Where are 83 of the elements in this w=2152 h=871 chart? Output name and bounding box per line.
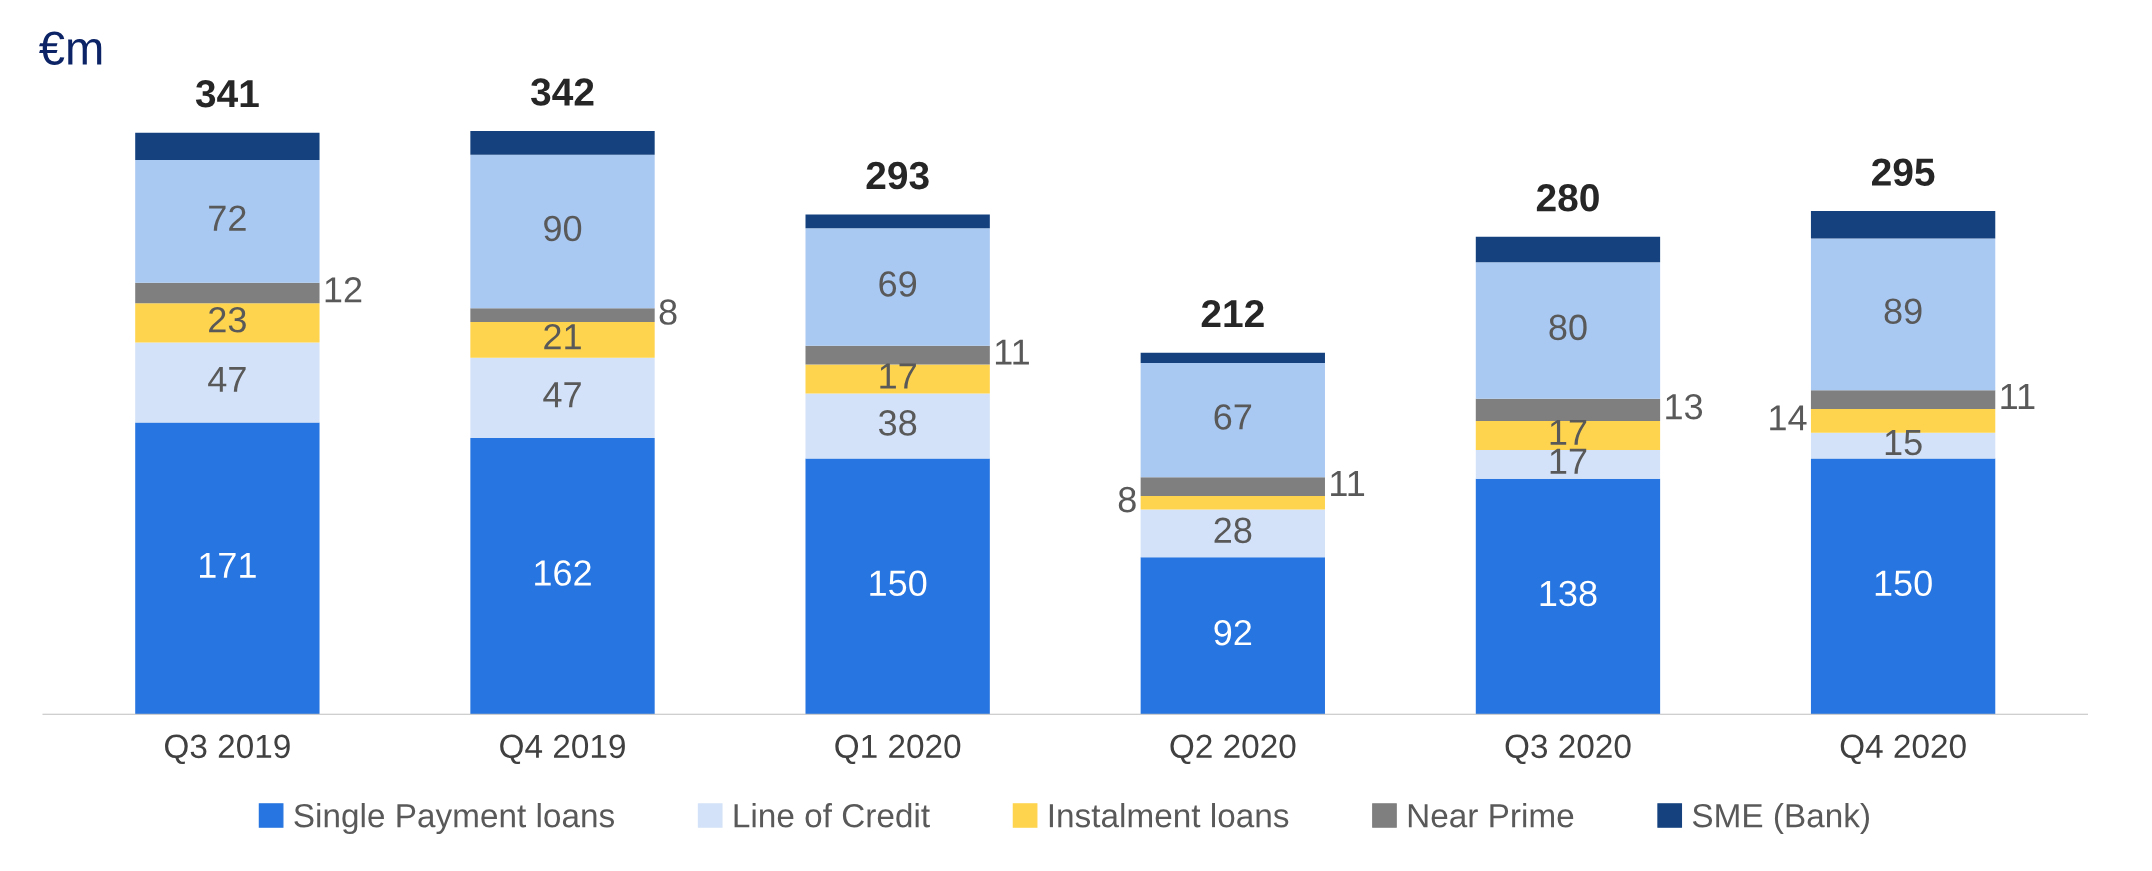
data-label: 13: [1666, 393, 1703, 420]
bar: [805, 393, 990, 459]
bar: [1810, 238, 1996, 391]
legend-label: Near Prime: [1408, 803, 1574, 828]
bar: [470, 437, 655, 715]
data-label: 138: [1540, 580, 1597, 607]
data-label: 67: [1214, 404, 1252, 430]
bar: [1140, 362, 1325, 478]
bar: [470, 154, 655, 309]
bar: [1140, 495, 1325, 510]
x-tick-label: Q4 2020: [1840, 734, 1966, 765]
data-label: 17: [1550, 419, 1587, 445]
data-label: 150: [1875, 570, 1932, 597]
data-label: 17: [1550, 448, 1587, 474]
data-label: 23: [209, 306, 246, 333]
data-label: 11: [2001, 384, 2035, 409]
data-label: 8: [659, 299, 677, 325]
y-axis-title: €m: [39, 31, 102, 65]
x-tick-label: Q4 2019: [500, 734, 625, 765]
bar: [1140, 557, 1325, 715]
bar: [470, 357, 655, 438]
bar: [1475, 449, 1661, 479]
data-label: 38: [878, 410, 917, 436]
bar: [1475, 398, 1661, 421]
data-label: 150: [870, 570, 927, 597]
bar: [1475, 236, 1661, 263]
bar: [135, 422, 320, 715]
bar: [1475, 262, 1661, 399]
data-label: 15: [1885, 430, 1922, 456]
bar: [805, 364, 990, 394]
total-label: 293: [866, 161, 929, 190]
bar: [1810, 458, 1996, 715]
bar: [1810, 432, 1996, 459]
total-label: 295: [1872, 158, 1935, 186]
data-label: 69: [879, 271, 917, 297]
data-label: 21: [544, 324, 581, 350]
bar: [135, 303, 320, 343]
data-label: 90: [544, 215, 582, 242]
legend-label: Line of Credit: [734, 803, 930, 828]
bar: [805, 228, 990, 346]
total-label: 341: [195, 79, 259, 108]
bar: [805, 458, 990, 715]
bar: [470, 321, 655, 358]
bar: [1140, 352, 1325, 363]
total-label: 280: [1536, 183, 1599, 212]
data-label: 92: [1214, 619, 1252, 646]
data-label: 171: [200, 552, 256, 578]
bar: [135, 282, 320, 304]
x-tick-label: Q2 2020: [1170, 734, 1296, 765]
bar: [1810, 211, 1996, 239]
data-label: 80: [1549, 314, 1587, 341]
data-label: 8: [1118, 486, 1136, 513]
total-label: 212: [1201, 299, 1264, 328]
bar: [1475, 478, 1661, 715]
bar: [135, 159, 320, 283]
bar: [135, 132, 320, 160]
legend-label: Instalment loans: [1049, 803, 1289, 828]
legend-label: Single Payment loans: [294, 803, 614, 835]
data-label: 47: [208, 367, 246, 392]
bar: [1475, 420, 1661, 450]
x-tick-label: Q1 2020: [835, 734, 961, 765]
bar: [1140, 477, 1325, 496]
data-label: 47: [543, 382, 581, 408]
data-label: 89: [1884, 298, 1922, 324]
data-label: 72: [209, 205, 246, 231]
data-label: 14: [1770, 405, 1807, 431]
data-label: 11: [1331, 471, 1365, 496]
data-label: 28: [1214, 517, 1252, 544]
data-label: 11: [995, 339, 1029, 365]
data-label: 17: [880, 363, 916, 389]
x-tick-label: Q3 2019: [165, 734, 290, 765]
total-label: 342: [530, 78, 594, 106]
data-label: 162: [535, 560, 591, 586]
bar: [805, 345, 990, 365]
legend-label: SME (Bank): [1692, 803, 1869, 835]
bar: [470, 130, 655, 155]
bar: [470, 308, 655, 322]
bar: [1810, 390, 1996, 409]
bar: [1140, 509, 1325, 558]
data-label: 12: [325, 277, 362, 303]
bar: [135, 342, 320, 423]
x-tick-label: Q3 2020: [1505, 734, 1631, 765]
bar: [805, 214, 990, 229]
